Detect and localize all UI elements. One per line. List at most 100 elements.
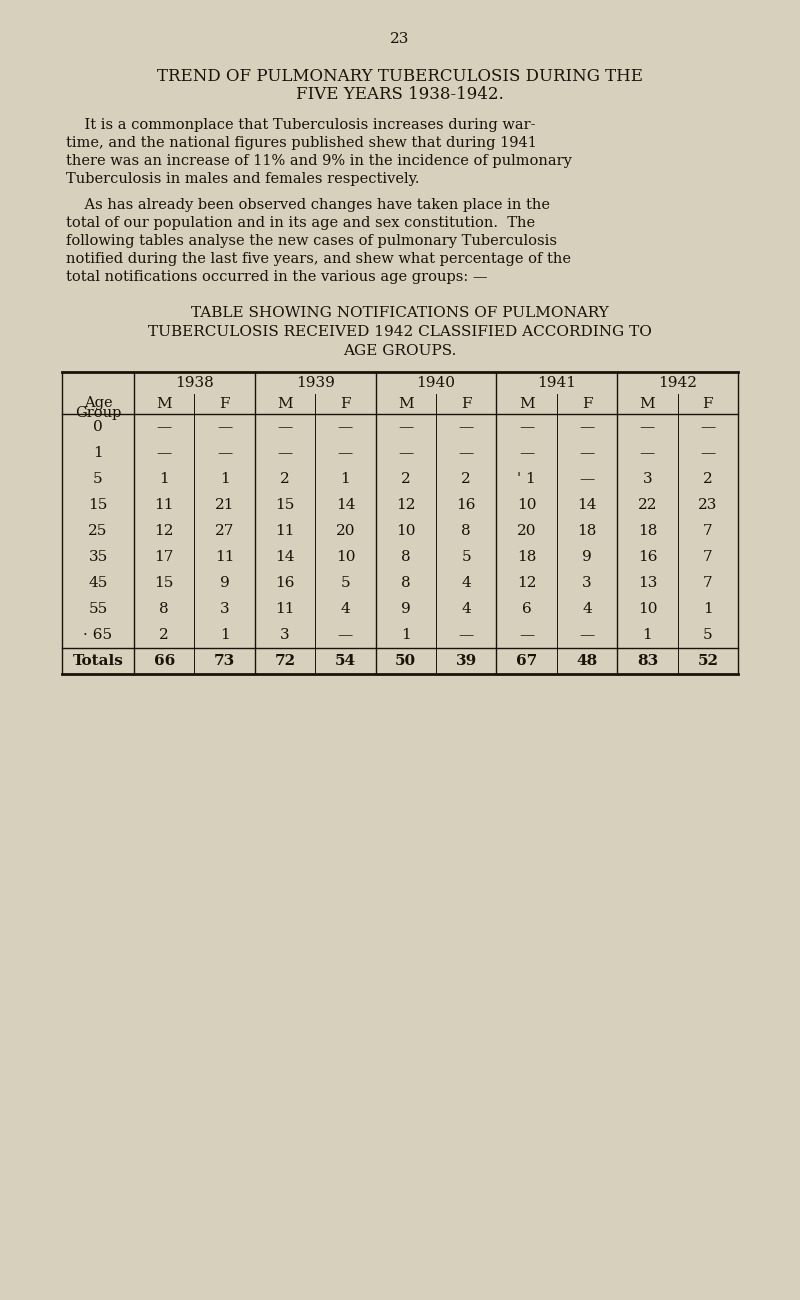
Text: time, and the national figures published shew that during 1941: time, and the national figures published… [66, 136, 537, 150]
Text: 3: 3 [642, 472, 652, 486]
Text: 45: 45 [88, 576, 108, 590]
Text: —: — [579, 420, 594, 434]
Text: 9: 9 [401, 602, 410, 616]
Text: Tuberculosis in males and females respectively.: Tuberculosis in males and females respec… [66, 172, 419, 186]
Text: —: — [519, 628, 534, 642]
Text: FIVE YEARS 1938-1942.: FIVE YEARS 1938-1942. [296, 86, 504, 103]
Text: 21: 21 [215, 498, 234, 512]
Text: 1: 1 [341, 472, 350, 486]
Text: F: F [340, 396, 350, 411]
Text: 83: 83 [637, 654, 658, 668]
Text: 35: 35 [88, 550, 108, 564]
Text: 48: 48 [576, 654, 598, 668]
Text: 18: 18 [578, 524, 597, 538]
Text: 11: 11 [215, 550, 234, 564]
Text: 7: 7 [703, 524, 713, 538]
Text: M: M [518, 396, 534, 411]
Text: 50: 50 [395, 654, 416, 668]
Text: —: — [398, 446, 414, 460]
Text: —: — [278, 420, 293, 434]
Text: —: — [458, 420, 474, 434]
Text: Totals: Totals [73, 654, 123, 668]
Text: 4: 4 [462, 576, 471, 590]
Text: TUBERCULOSIS RECEIVED 1942 CLASSIFIED ACCORDING TO: TUBERCULOSIS RECEIVED 1942 CLASSIFIED AC… [148, 325, 652, 339]
Text: —: — [338, 420, 353, 434]
Text: 15: 15 [154, 576, 174, 590]
Text: 72: 72 [274, 654, 295, 668]
Text: 14: 14 [336, 498, 355, 512]
Text: 10: 10 [336, 550, 355, 564]
Text: 2: 2 [280, 472, 290, 486]
Text: 1: 1 [703, 602, 713, 616]
Text: 12: 12 [517, 576, 536, 590]
Text: 12: 12 [396, 498, 415, 512]
Text: 5: 5 [93, 472, 103, 486]
Text: 20: 20 [517, 524, 536, 538]
Text: 8: 8 [159, 602, 169, 616]
Text: 12: 12 [154, 524, 174, 538]
Text: F: F [702, 396, 713, 411]
Text: 1: 1 [220, 628, 230, 642]
Text: 8: 8 [462, 524, 471, 538]
Text: —: — [217, 420, 232, 434]
Text: 3: 3 [220, 602, 230, 616]
Text: 1940: 1940 [417, 376, 455, 390]
Text: 5: 5 [462, 550, 471, 564]
Text: 9: 9 [582, 550, 592, 564]
Text: 7: 7 [703, 550, 713, 564]
Text: —: — [157, 446, 172, 460]
Text: 1: 1 [401, 628, 410, 642]
Text: 73: 73 [214, 654, 235, 668]
Text: —: — [217, 446, 232, 460]
Text: 22: 22 [638, 498, 657, 512]
Text: AGE GROUPS.: AGE GROUPS. [343, 344, 457, 358]
Text: 14: 14 [578, 498, 597, 512]
Text: F: F [461, 396, 471, 411]
Text: 11: 11 [275, 524, 294, 538]
Text: 1939: 1939 [296, 376, 334, 390]
Text: —: — [458, 446, 474, 460]
Text: 27: 27 [215, 524, 234, 538]
Text: 10: 10 [517, 498, 536, 512]
Text: M: M [398, 396, 414, 411]
Text: M: M [639, 396, 655, 411]
Text: 0: 0 [93, 420, 103, 434]
Text: 8: 8 [401, 576, 410, 590]
Text: 25: 25 [88, 524, 108, 538]
Text: 15: 15 [275, 498, 294, 512]
Text: total of our population and in its age and sex constitution.  The: total of our population and in its age a… [66, 216, 535, 230]
Text: —: — [519, 446, 534, 460]
Text: 1: 1 [159, 472, 169, 486]
Text: TREND OF PULMONARY TUBERCULOSIS DURING THE: TREND OF PULMONARY TUBERCULOSIS DURING T… [157, 68, 643, 84]
Text: 18: 18 [638, 524, 657, 538]
Text: total notifications occurred in the various age groups: —: total notifications occurred in the vari… [66, 270, 487, 283]
Text: 3: 3 [280, 628, 290, 642]
Text: 3: 3 [582, 576, 592, 590]
Text: 16: 16 [638, 550, 657, 564]
Text: 54: 54 [335, 654, 356, 668]
Text: 66: 66 [154, 654, 175, 668]
Text: —: — [640, 420, 655, 434]
Text: 4: 4 [582, 602, 592, 616]
Text: Group: Group [75, 406, 121, 420]
Text: 2: 2 [703, 472, 713, 486]
Text: —: — [700, 420, 715, 434]
Text: —: — [338, 446, 353, 460]
Text: —: — [519, 420, 534, 434]
Text: —: — [579, 446, 594, 460]
Text: 15: 15 [88, 498, 108, 512]
Text: —: — [579, 628, 594, 642]
Text: —: — [458, 628, 474, 642]
Text: 23: 23 [390, 32, 410, 46]
Text: 9: 9 [220, 576, 230, 590]
Text: 1: 1 [220, 472, 230, 486]
Text: —: — [157, 420, 172, 434]
Text: —: — [579, 472, 594, 486]
Text: —: — [338, 628, 353, 642]
Text: 1: 1 [93, 446, 103, 460]
Text: 10: 10 [638, 602, 657, 616]
Text: 39: 39 [455, 654, 477, 668]
Text: 52: 52 [698, 654, 718, 668]
Text: ' 1: ' 1 [518, 472, 536, 486]
Text: M: M [277, 396, 293, 411]
